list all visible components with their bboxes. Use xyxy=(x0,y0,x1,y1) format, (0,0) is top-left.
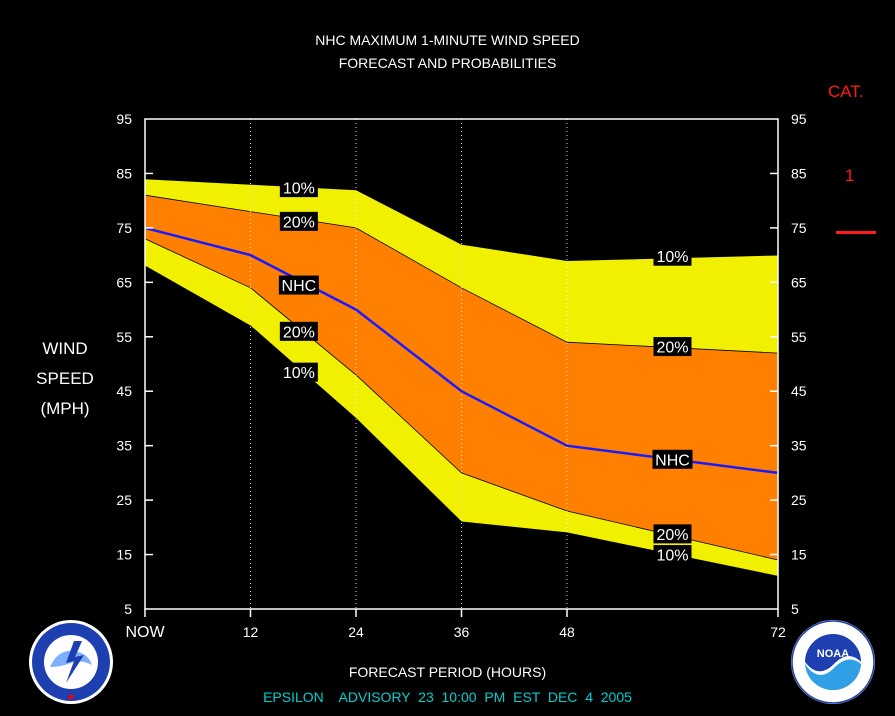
advisory-info: EPSILON ADVISORY 23 10:00 PM EST DEC 4 2… xyxy=(263,689,632,705)
series-label-6: 20% xyxy=(656,340,688,357)
series-label-8: 20% xyxy=(656,527,688,544)
y-tick-label-left-6: 65 xyxy=(116,274,132,290)
series-label-1: 20% xyxy=(283,214,315,231)
series-label-5: 10% xyxy=(656,249,688,266)
x-tick-label-0: NOW xyxy=(125,624,165,641)
y-axis-label-line2: SPEED xyxy=(36,369,94,388)
svg-text:NOAA: NOAA xyxy=(817,648,849,660)
y-axis-label-line1: WIND xyxy=(42,339,88,358)
y-tick-label-right-5: 55 xyxy=(791,329,807,345)
y-tick-label-right-2: 25 xyxy=(791,492,807,508)
series-label-box-2 xyxy=(278,275,319,295)
category-header: CAT. xyxy=(828,82,864,101)
series-label-7: NHC xyxy=(655,452,690,469)
y-tick-label-right-4: 45 xyxy=(791,383,807,399)
y-tick-label-left-2: 25 xyxy=(116,492,132,508)
y-tick-label-left-8: 85 xyxy=(116,165,132,181)
noaa-logo-icon: NOAA xyxy=(791,620,875,704)
y-tick-label-right-8: 85 xyxy=(791,165,807,181)
y-tick-label-left-5: 55 xyxy=(116,329,132,345)
y-tick-label-left-9: 95 xyxy=(116,111,132,127)
x-tick-label-4: 48 xyxy=(559,624,575,640)
boundary-line-0 xyxy=(144,178,779,262)
chart-title-line2: FORECAST AND PROBABILITIES xyxy=(338,55,557,71)
series-label-2: NHC xyxy=(282,278,317,295)
y-tick-label-left-0: 5 xyxy=(124,601,132,617)
y-tick-label-right-0: 5 xyxy=(791,601,799,617)
series-label-box-4 xyxy=(279,362,318,382)
x-tick-label-5: 72 xyxy=(770,624,786,640)
series-label-box-7 xyxy=(652,449,693,469)
x-tick-label-2: 24 xyxy=(348,624,364,640)
y-tick-label-left-4: 45 xyxy=(116,383,132,399)
category-value: 1 xyxy=(845,166,855,185)
series-label-4: 10% xyxy=(283,365,315,382)
boundary-line-2 xyxy=(144,238,779,561)
series-label-box-0 xyxy=(279,178,318,198)
y-tick-label-right-9: 95 xyxy=(791,111,807,127)
series-label-box-8 xyxy=(653,524,692,544)
y-axis-label-line3: (MPH) xyxy=(40,399,90,418)
nhc-forecast-line xyxy=(144,226,779,475)
series-label-box-1 xyxy=(279,211,318,231)
x-axis-label: FORECAST PERIOD (HOURS) xyxy=(348,664,547,680)
category-threshold-marker xyxy=(836,231,876,234)
y-tick-label-left-1: 15 xyxy=(116,547,132,563)
series-label-box-5 xyxy=(653,246,692,266)
chart-title-line1: NHC MAXIMUM 1-MINUTE WIND SPEED xyxy=(315,32,580,48)
series-label-box-9 xyxy=(653,545,692,565)
y-tick-label-right-7: 75 xyxy=(791,220,807,236)
y-tick-label-left-7: 75 xyxy=(116,220,132,236)
series-label-box-3 xyxy=(279,321,318,341)
series-label-3: 20% xyxy=(283,324,315,341)
y-tick-label-right-3: 35 xyxy=(791,438,807,454)
nws-logo-icon xyxy=(29,620,113,704)
x-tick-label-3: 36 xyxy=(454,624,470,640)
y-tick-label-right-6: 65 xyxy=(791,274,807,290)
series-label-9: 10% xyxy=(656,548,688,565)
boundary-line-3 xyxy=(144,265,779,577)
y-tick-label-left-3: 35 xyxy=(116,438,132,454)
y-tick-label-right-1: 15 xyxy=(791,547,807,563)
series-label-box-6 xyxy=(653,337,692,357)
boundary-line-1 xyxy=(144,194,779,354)
x-tick-label-1: 12 xyxy=(243,624,259,640)
series-label-0: 10% xyxy=(283,181,315,198)
